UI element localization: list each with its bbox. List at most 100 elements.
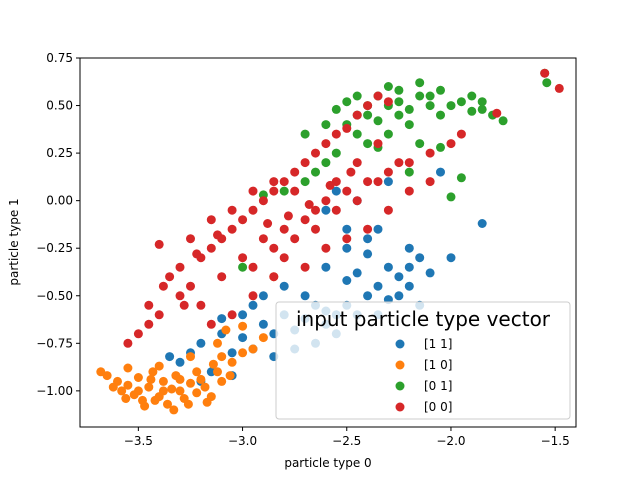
data-point-series-0-54 [342,243,352,253]
legend-label: [1 0] [424,358,452,372]
data-point-series-3-84 [213,230,222,240]
data-point-series-3-17 [373,91,383,101]
data-point-series-3-82 [175,262,185,272]
legend-label: [0 1] [424,379,452,393]
data-point-series-3-76 [283,211,293,221]
data-point-series-0-25 [363,234,373,244]
x-tick-label: −2.5 [332,434,361,448]
data-point-series-0-49 [342,276,352,285]
data-point-series-2-43 [467,91,477,101]
data-point-series-3-68 [248,186,258,196]
data-point-series-3-40 [248,262,258,272]
data-point-series-1-2 [117,386,127,396]
data-point-series-2-8 [425,101,435,111]
data-point-series-3-11 [311,148,320,158]
data-point-series-2-24 [415,139,425,149]
legend-entries: [1 1] [1 0] [0 1] [0 0] [395,337,452,414]
data-point-series-3-51 [154,239,164,249]
data-point-series-2-22 [279,186,289,196]
x-axis-ticks: −3.5 −3.0 −2.5 −2.0 −1.5 [124,427,570,448]
data-point-series-2-4 [383,82,393,91]
data-point-series-3-45 [352,196,362,206]
data-point-series-3-58 [300,262,310,272]
data-point-series-3-18 [383,97,393,107]
data-point-series-1-16 [186,378,195,388]
data-point-series-0-19 [373,281,383,291]
data-point-series-0-43 [352,268,362,278]
data-point-series-3-57 [279,253,289,263]
data-point-series-1-5 [133,373,143,382]
data-point-series-3-80 [144,300,154,310]
data-point-series-2-33 [404,167,414,177]
data-point-series-3-46 [373,177,383,187]
data-point-series-0-46 [258,291,268,301]
y-tick-label: −1.00 [36,384,73,398]
data-point-series-1-14 [175,386,185,396]
data-point-series-1-33 [123,363,133,373]
data-point-series-3-9 [290,167,300,177]
data-point-series-2-5 [394,97,404,107]
data-point-series-2-26 [404,120,414,130]
data-point-series-3-13 [331,129,341,139]
data-point-series-3-52 [179,300,189,310]
legend: input particle type vector [1 1] [1 0] [0 … [275,301,571,420]
data-point-series-2-31 [542,78,552,88]
x-axis-label: particle type 0 [284,456,371,470]
x-tick-label: −3.0 [228,434,257,448]
data-point-series-3-24 [133,329,143,339]
data-point-series-3-23 [144,319,154,329]
legend-label: [1 1] [424,337,452,351]
data-point-series-1-8 [148,367,158,377]
data-point-series-3-77 [304,200,314,209]
data-point-series-3-62 [383,205,393,215]
data-point-series-0-51 [383,262,393,272]
y-tick-label: −0.50 [36,289,73,303]
y-axis-label: particle type 1 [7,198,21,285]
data-point-series-2-17 [363,139,373,149]
data-point-series-3-25 [123,338,133,348]
data-point-series-2-41 [321,120,331,130]
y-tick-label: 0.00 [46,194,73,208]
data-point-series-2-7 [415,91,425,101]
data-point-series-3-10 [300,158,310,168]
data-point-series-1-11 [163,399,172,409]
data-point-series-3-61 [363,224,373,234]
data-point-series-0-33 [436,167,445,177]
data-point-series-3-64 [425,177,435,187]
data-point-series-0-27 [321,205,331,215]
data-point-series-3-60 [342,234,352,244]
data-point-series-2-20 [311,167,320,177]
data-point-series-3-7 [269,186,279,196]
data-point-series-0-21 [394,272,404,282]
data-point-series-2-37 [415,78,425,88]
data-point-series-3-20 [175,291,185,301]
data-point-series-1-12 [167,384,177,394]
data-point-series-0-36 [217,314,227,324]
data-point-series-3-74 [373,139,383,149]
data-point-series-3-71 [311,205,320,215]
data-point-series-1-41 [192,367,202,377]
data-point-series-3-22 [154,310,164,320]
data-point-series-1-3 [123,380,133,390]
y-tick-label: −0.75 [36,336,73,350]
data-point-series-1-31 [150,395,160,405]
x-tick-label: −2.0 [436,434,465,448]
data-point-series-3-69 [269,177,279,187]
data-point-series-1-39 [175,374,185,384]
data-point-series-3-75 [263,219,273,228]
data-point-series-1-36 [133,386,143,396]
data-point-series-2-12 [467,106,477,116]
data-point-series-0-3 [206,367,216,377]
data-point-series-2-36 [394,85,404,95]
data-point-series-3-39 [196,300,206,310]
data-point-series-2-39 [363,110,373,120]
data-point-series-1-21 [213,367,222,377]
data-point-series-1-17 [192,388,202,398]
data-point-series-3-35 [425,148,435,158]
y-axis-ticks: 0.75 0.50 0.25 0.00 −0.25 −0.50 −0.75 −1.00 [36,51,80,398]
data-point-series-2-34 [446,192,456,202]
data-point-series-0-2 [196,338,206,348]
data-point-series-3-54 [227,310,237,320]
y-tick-label: −0.25 [36,241,73,255]
data-point-series-3-38 [217,272,227,282]
